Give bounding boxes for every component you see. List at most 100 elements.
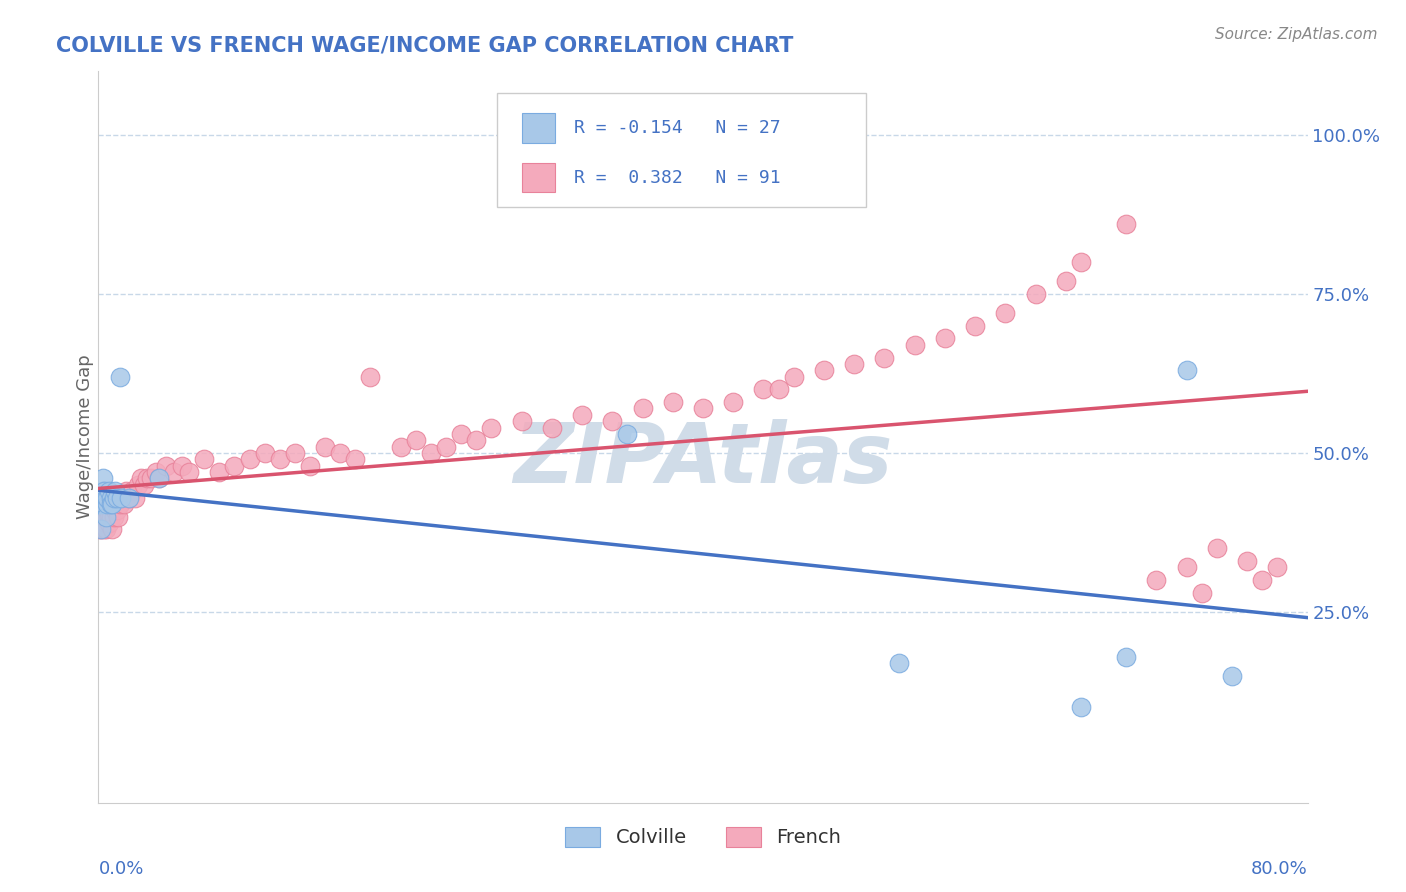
Point	[934, 331, 956, 345]
Text: R =  0.382   N = 91: R = 0.382 N = 91	[574, 169, 780, 186]
Point	[89, 522, 111, 536]
Point	[965, 318, 987, 333]
Point	[344, 452, 367, 467]
Point	[208, 465, 231, 479]
Y-axis label: Wage/Income Gap: Wage/Income Gap	[76, 355, 94, 519]
Point	[94, 509, 117, 524]
Point	[91, 516, 114, 530]
Point	[108, 497, 131, 511]
Point	[1070, 700, 1092, 714]
Point	[145, 465, 167, 479]
Point	[1070, 255, 1092, 269]
Point	[1267, 560, 1289, 574]
Point	[1175, 363, 1198, 377]
Point	[91, 503, 114, 517]
Point	[129, 471, 152, 485]
Point	[96, 509, 118, 524]
Point	[269, 452, 291, 467]
Point	[118, 491, 141, 505]
Point	[1251, 573, 1274, 587]
Point	[1054, 274, 1077, 288]
Point	[752, 383, 775, 397]
Point	[602, 414, 624, 428]
Point	[420, 446, 443, 460]
Point	[510, 414, 533, 428]
Point	[631, 401, 654, 416]
Point	[1115, 217, 1137, 231]
Point	[96, 491, 118, 505]
Point	[93, 522, 115, 536]
Point	[91, 471, 114, 485]
Point	[94, 491, 117, 505]
Point	[96, 497, 118, 511]
Point	[873, 351, 896, 365]
Point	[141, 471, 163, 485]
Point	[132, 477, 155, 491]
Point	[94, 503, 117, 517]
Point	[1236, 554, 1258, 568]
Point	[163, 465, 186, 479]
Point	[155, 458, 177, 473]
Point	[94, 516, 117, 530]
Point	[314, 440, 336, 454]
Point	[89, 497, 111, 511]
Point	[104, 503, 127, 517]
Point	[90, 509, 112, 524]
Point	[904, 338, 927, 352]
Point	[100, 491, 122, 505]
Point	[692, 401, 714, 416]
Point	[994, 306, 1017, 320]
Point	[98, 484, 121, 499]
Text: COLVILLE VS FRENCH WAGE/INCOME GAP CORRELATION CHART: COLVILLE VS FRENCH WAGE/INCOME GAP CORRE…	[56, 36, 793, 55]
Point	[481, 420, 503, 434]
Point	[110, 491, 132, 505]
Point	[135, 471, 157, 485]
Point	[571, 408, 593, 422]
Point	[405, 434, 427, 448]
Point	[768, 383, 790, 397]
Point	[1144, 573, 1167, 587]
Point	[93, 509, 115, 524]
Point	[114, 484, 136, 499]
Point	[224, 458, 246, 473]
Point	[389, 440, 412, 454]
Point	[540, 420, 562, 434]
Point	[239, 452, 262, 467]
Point	[148, 471, 170, 485]
Point	[110, 491, 132, 505]
Point	[360, 369, 382, 384]
Text: 0.0%: 0.0%	[98, 860, 143, 878]
Point	[93, 484, 115, 499]
FancyBboxPatch shape	[498, 94, 866, 207]
Point	[104, 484, 127, 499]
Point	[1191, 586, 1213, 600]
Point	[94, 522, 117, 536]
Point	[124, 491, 146, 505]
Point	[98, 516, 121, 530]
Point	[783, 369, 806, 384]
Point	[89, 509, 111, 524]
Point	[98, 509, 121, 524]
Point	[91, 484, 114, 499]
Point	[1220, 668, 1243, 682]
Point	[253, 446, 276, 460]
Point	[193, 452, 215, 467]
Point	[329, 446, 352, 460]
Point	[434, 440, 457, 454]
Point	[100, 497, 122, 511]
Point	[1206, 541, 1229, 556]
Point	[450, 426, 472, 441]
Point	[284, 446, 307, 460]
Point	[105, 491, 128, 505]
Legend: Colville, French: Colville, French	[557, 819, 849, 855]
FancyBboxPatch shape	[522, 113, 555, 143]
Point	[889, 656, 911, 670]
Point	[723, 395, 745, 409]
Text: Source: ZipAtlas.com: Source: ZipAtlas.com	[1215, 27, 1378, 42]
Text: R = -0.154   N = 27: R = -0.154 N = 27	[574, 119, 780, 137]
Point	[148, 471, 170, 485]
Point	[101, 522, 124, 536]
Point	[1175, 560, 1198, 574]
Point	[100, 509, 122, 524]
Point	[105, 503, 128, 517]
